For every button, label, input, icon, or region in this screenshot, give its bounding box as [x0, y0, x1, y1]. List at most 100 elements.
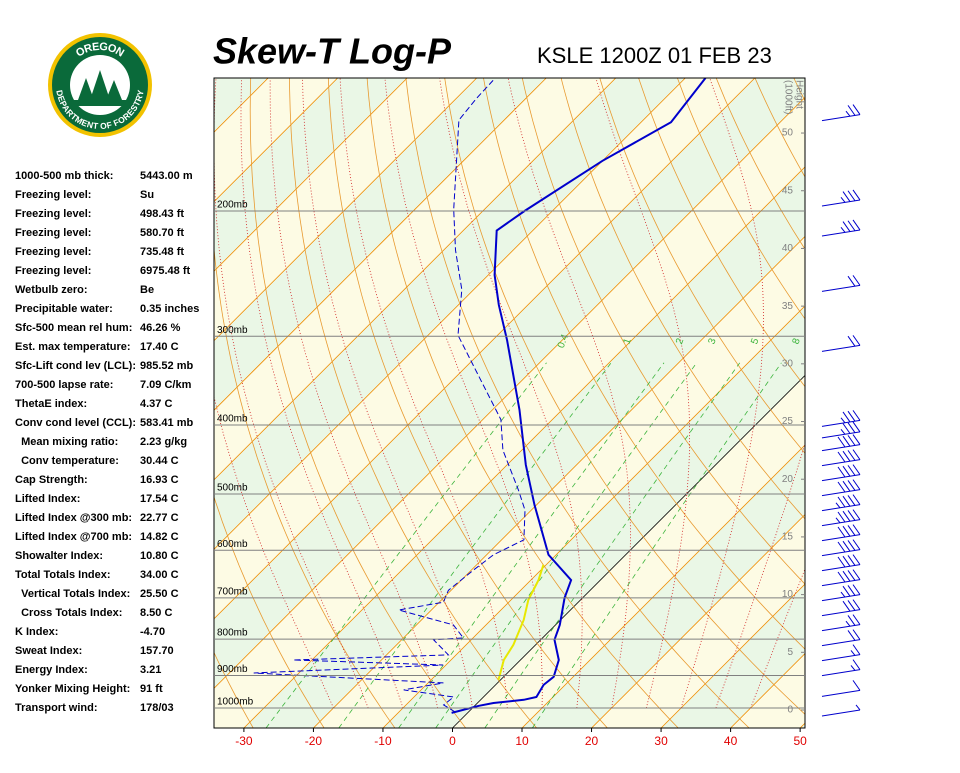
barb-staff — [821, 624, 861, 632]
station: KSLE 1200Z 01 FEB 23 — [537, 43, 772, 68]
wind-barb — [821, 629, 861, 647]
barb-staff — [821, 444, 861, 452]
barb-feather — [847, 220, 856, 232]
isotherm — [382, 305, 805, 728]
wind-barb — [821, 584, 861, 602]
barb-feather — [852, 599, 861, 610]
x-tick-label: 20 — [585, 734, 599, 748]
barb-feather — [852, 584, 861, 595]
barb-feather — [852, 524, 861, 535]
barb-staff — [821, 474, 861, 482]
index-value: -4.70 — [140, 626, 165, 638]
mixing-ratio-line — [532, 362, 782, 728]
isobar-label: 900mb — [217, 664, 248, 675]
mixing-ratio-label: 8 — [791, 336, 803, 345]
height-tick-label: 15 — [782, 532, 794, 543]
logo-ground — [72, 100, 128, 106]
index-label: Transport wind: — [15, 702, 98, 714]
title: Skew-T Log-P — [213, 31, 452, 72]
barb-feather — [852, 410, 861, 421]
wind-barb — [821, 434, 861, 452]
barb-half — [850, 665, 856, 671]
index-label: Vertical Totals Index: — [15, 588, 130, 600]
moist-adiabat — [439, 78, 583, 709]
barb-feather — [852, 659, 861, 670]
index-label: Lifted Index @300 mb: — [15, 512, 132, 524]
isotherm — [214, 78, 478, 342]
barb-feather — [847, 190, 856, 202]
dry-adiabat — [366, 78, 679, 728]
barb-feather — [852, 434, 861, 445]
barb-feather — [852, 104, 861, 115]
wind-barb — [821, 569, 861, 587]
isotherm — [313, 235, 805, 728]
barb-staff — [821, 229, 861, 237]
wind-barb — [821, 659, 861, 677]
barb-staff — [821, 459, 861, 467]
isotherm — [214, 78, 547, 411]
index-value: 16.93 C — [140, 474, 179, 486]
profile-line — [497, 564, 545, 681]
index-label: Wetbulb zero: — [15, 284, 88, 296]
isobar-label: 1000mb — [217, 697, 254, 708]
index-label: Precipitable water: — [15, 303, 113, 315]
index-value: 2.23 g/kg — [140, 436, 187, 448]
index-value: Su — [140, 189, 154, 201]
barb-staff — [821, 489, 861, 497]
barb-staff — [821, 609, 861, 617]
barb-feather — [852, 479, 861, 490]
index-value: 34.00 C — [140, 569, 179, 581]
barb-half — [840, 417, 846, 424]
barb-feather — [847, 555, 856, 566]
index-label: Sfc-500 mean rel hum: — [15, 322, 132, 334]
index-label: Conv cond level (CCL): — [15, 417, 136, 429]
index-value: 30.44 C — [140, 455, 179, 467]
index-value: 5443.00 m — [140, 170, 193, 182]
isotherm — [521, 444, 805, 728]
barb-staff — [821, 534, 861, 542]
index-value: 178/03 — [140, 702, 174, 714]
barb-feather — [847, 465, 856, 476]
barb-feather — [847, 335, 856, 347]
dry-adiabat — [214, 244, 396, 728]
wind-barb — [821, 599, 861, 617]
wind-barb — [821, 421, 861, 439]
barb-staff — [821, 709, 861, 717]
index-value: 6975.48 ft — [140, 265, 190, 277]
isotherm — [214, 78, 617, 481]
barb-feather — [842, 221, 851, 232]
mixing-ratio-label: 2 — [674, 336, 686, 345]
mixing-ratio-label: 1 — [622, 336, 634, 345]
dry-adiabat — [521, 78, 805, 585]
logo-top: OREGON — [74, 41, 126, 60]
barb-feather — [842, 495, 851, 507]
height-tick-label: 50 — [782, 128, 794, 139]
barb-feather — [842, 570, 851, 582]
wind-barb — [821, 335, 861, 352]
isotherm — [591, 513, 805, 728]
x-tick-label: 40 — [724, 734, 738, 748]
barb-feather — [847, 585, 856, 596]
barb-feather — [852, 421, 861, 433]
barb-feather — [837, 526, 846, 538]
index-value: 25.50 C — [140, 588, 179, 600]
barb-feather — [852, 449, 861, 460]
barb-feather — [847, 410, 856, 422]
wind-barb — [821, 614, 861, 632]
barb-feather — [852, 680, 861, 691]
isotherm — [214, 78, 408, 272]
dry-adiabat — [214, 495, 325, 728]
barb-staff — [821, 669, 861, 677]
x-tick-label: 50 — [793, 734, 807, 748]
moist-adiabat — [384, 78, 543, 709]
wind-barb — [821, 275, 861, 292]
wind-barb — [821, 104, 861, 122]
isobar-label: 800mb — [217, 628, 248, 639]
height-tick-label: 30 — [782, 358, 794, 369]
barb-feather — [852, 335, 861, 346]
mixing-ratio-label: 5 — [749, 336, 761, 345]
index-label: Est. max temperature: — [15, 341, 131, 353]
height-tick-label: 20 — [782, 474, 794, 485]
index-value: 46.26 % — [140, 322, 181, 334]
barb-feather — [852, 275, 861, 286]
